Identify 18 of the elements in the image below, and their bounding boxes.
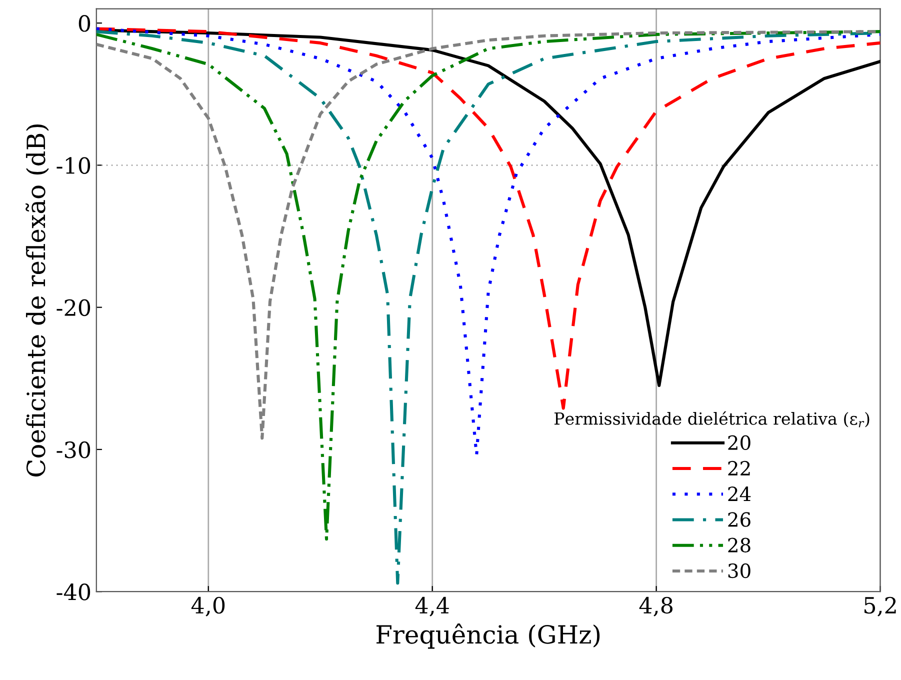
legend-label: 26 <box>728 512 750 527</box>
legend-label: 22 <box>728 460 750 476</box>
x-tick-label: 5,2 <box>864 596 896 616</box>
y-tick-label: -20 <box>56 299 90 316</box>
legend-label: 28 <box>728 538 750 552</box>
y-tick-label: -40 <box>56 584 90 600</box>
legend-label: 30 <box>728 563 750 578</box>
y-tick-label: 0 <box>78 15 90 32</box>
x-tick-label: 4,4 <box>415 596 449 616</box>
x-tick-label: 4,8 <box>639 596 672 616</box>
legend-title: Permissividade dielétrica relativa (ε$_{r}$) <box>554 411 870 428</box>
legend-label: 24 <box>728 486 751 501</box>
legend-label: 20 <box>728 435 750 450</box>
y-tick-label: -10 <box>56 157 90 174</box>
x-tick-label: 4,0 <box>191 596 225 616</box>
y-axis-title: Coeficiente de reflexão (dB) <box>26 124 49 476</box>
x-axis-title: Frequência (GHz) <box>376 624 600 649</box>
y-tick-label: -30 <box>56 441 90 458</box>
